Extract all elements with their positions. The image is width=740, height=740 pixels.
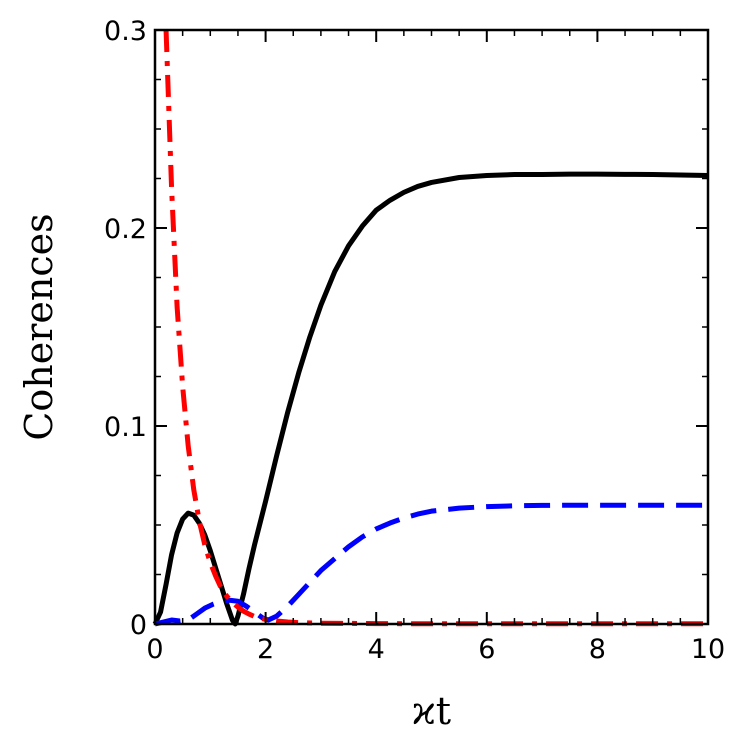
black-solid-series-line [152, 171, 709, 627]
x-tick-label: 4 [368, 634, 385, 665]
y-axis-title: Coherences [17, 213, 61, 440]
y-tick-label: 0.2 [104, 214, 147, 245]
x-tick-label: 8 [589, 634, 606, 665]
y-tick-label: 0.3 [104, 16, 147, 47]
plot-frame [153, 28, 710, 626]
y-tick-label: 0 [130, 610, 147, 641]
x-tick-label: 10 [691, 634, 725, 665]
blue-dashed-series-line [154, 502, 708, 627]
x-tick-label: 0 [146, 634, 163, 665]
x-tick-label: 6 [478, 634, 495, 665]
x-axis-title: ϰt [412, 689, 451, 733]
y-tick-label: 0.1 [104, 412, 147, 443]
x-tick-label: 2 [257, 634, 274, 665]
